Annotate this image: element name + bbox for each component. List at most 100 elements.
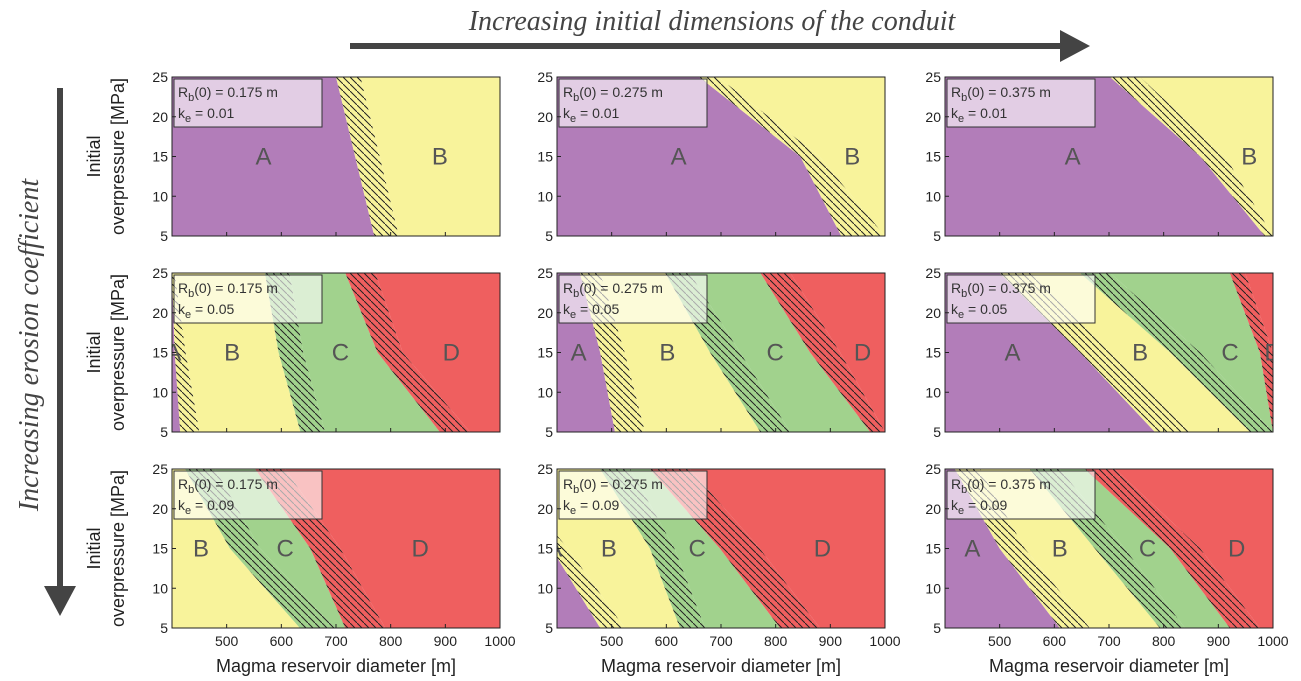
y-tick-label: 20 xyxy=(537,501,553,517)
x-axis-label: Magma reservoir diameter [m] xyxy=(989,656,1229,676)
y-tick-label: 5 xyxy=(545,228,553,244)
y-tick-label: 25 xyxy=(537,69,553,85)
region xyxy=(360,77,500,236)
info-text: ke = 0.09 xyxy=(563,497,620,517)
y-tick-label: 5 xyxy=(933,228,941,244)
y-tick-label: 5 xyxy=(160,424,168,440)
region xyxy=(375,273,500,432)
y-tick-label: 25 xyxy=(152,461,168,477)
info-subscript: e xyxy=(185,309,191,321)
y-tick-label: 20 xyxy=(152,109,168,125)
info-subscript: b xyxy=(188,484,194,496)
info-value: (0) = 0.375 m xyxy=(967,280,1051,296)
info-value: (0) = 0.175 m xyxy=(194,84,278,100)
info-value: (0) = 0.375 m xyxy=(967,476,1051,492)
y-axis-label: Initial xyxy=(84,527,104,569)
info-symbol: k xyxy=(178,105,186,121)
info-value: (0) = 0.275 m xyxy=(579,280,663,296)
info-box xyxy=(558,274,708,324)
y-tick-label: 10 xyxy=(537,580,553,596)
info-box xyxy=(173,470,323,520)
info-symbol: k xyxy=(951,497,959,513)
transition-hatch xyxy=(699,77,885,236)
y-tick-label: 15 xyxy=(925,345,941,361)
info-symbol: k xyxy=(178,301,186,317)
info-text: Rb(0) = 0.175 m xyxy=(178,84,278,104)
region xyxy=(557,557,601,628)
region-label: D xyxy=(1264,340,1281,367)
info-value: (0) = 0.175 m xyxy=(194,280,278,296)
info-symbol: R xyxy=(178,84,188,100)
info-text: ke = 0.05 xyxy=(178,301,235,321)
y-tick-label: 20 xyxy=(537,109,553,125)
left-annotation: Increasing erosion coefficient xyxy=(14,178,45,513)
transition-hatch xyxy=(345,273,470,432)
y-tick-label: 5 xyxy=(545,424,553,440)
y-tick-label: 25 xyxy=(537,265,553,281)
x-tick-label: 900 xyxy=(819,633,843,649)
info-subscript: b xyxy=(188,92,194,104)
y-tick-label: 15 xyxy=(152,345,168,361)
info-subscript: e xyxy=(958,113,964,125)
x-tick-label: 800 xyxy=(1152,633,1176,649)
region-label: C xyxy=(1139,536,1156,563)
info-symbol: R xyxy=(563,280,573,296)
info-text: Rb(0) = 0.375 m xyxy=(951,84,1051,104)
x-tick-label: 900 xyxy=(434,633,458,649)
info-box xyxy=(173,274,323,324)
region-label: D xyxy=(814,536,831,563)
x-axis-label: Magma reservoir diameter [m] xyxy=(601,656,841,676)
y-tick-label: 5 xyxy=(933,620,941,636)
y-tick-label: 15 xyxy=(537,345,553,361)
y-tick-label: 20 xyxy=(925,305,941,321)
info-subscript: e xyxy=(570,309,576,321)
info-text: ke = 0.01 xyxy=(178,105,235,125)
region-label: B xyxy=(1241,144,1257,171)
info-subscript: b xyxy=(961,92,967,104)
y-tick-label: 20 xyxy=(152,501,168,517)
region-label: C xyxy=(276,536,293,563)
info-value: = 0.01 xyxy=(191,105,234,121)
y-tick-label: 5 xyxy=(545,620,553,636)
region-label: A xyxy=(165,340,181,367)
info-symbol: k xyxy=(563,301,571,317)
region xyxy=(1059,469,1230,628)
info-text: ke = 0.01 xyxy=(951,105,1008,125)
y-axis-label: Initial xyxy=(84,135,104,177)
region-label: A xyxy=(964,536,980,563)
y-tick-label: 15 xyxy=(925,149,941,165)
y-tick-label: 10 xyxy=(925,384,941,400)
info-symbol: R xyxy=(563,476,573,492)
x-tick-label: 1000 xyxy=(1257,633,1288,649)
x-axis-label: Magma reservoir diameter [m] xyxy=(216,656,456,676)
info-text: Rb(0) = 0.175 m xyxy=(178,280,278,300)
y-tick-label: 15 xyxy=(152,541,168,557)
y-tick-label: 25 xyxy=(925,69,941,85)
region-label: B xyxy=(193,536,209,563)
info-text: Rb(0) = 0.275 m xyxy=(563,84,663,104)
region-label: C xyxy=(332,340,349,367)
region-label: A xyxy=(1005,340,1021,367)
region-label: D xyxy=(443,340,460,367)
info-symbol: k xyxy=(178,497,186,513)
y-tick-label: 25 xyxy=(925,461,941,477)
info-symbol: k xyxy=(951,105,959,121)
info-value: = 0.09 xyxy=(191,497,234,513)
transition-hatch xyxy=(1229,273,1273,432)
info-text: Rb(0) = 0.375 m xyxy=(951,476,1051,496)
x-tick-label: 1000 xyxy=(869,633,900,649)
info-text: ke = 0.09 xyxy=(951,497,1008,517)
x-tick-label: 500 xyxy=(215,633,239,649)
y-tick-label: 20 xyxy=(152,305,168,321)
info-value: = 0.05 xyxy=(576,301,619,317)
info-text: Rb(0) = 0.175 m xyxy=(178,476,278,496)
info-subscript: b xyxy=(961,288,967,300)
info-value: = 0.05 xyxy=(964,301,1007,317)
y-axis-label: overpressure [MPa] xyxy=(108,78,128,235)
region xyxy=(285,469,500,628)
y-tick-label: 15 xyxy=(537,541,553,557)
region xyxy=(689,273,871,432)
region-label: B xyxy=(601,536,617,563)
info-symbol: R xyxy=(951,84,961,100)
